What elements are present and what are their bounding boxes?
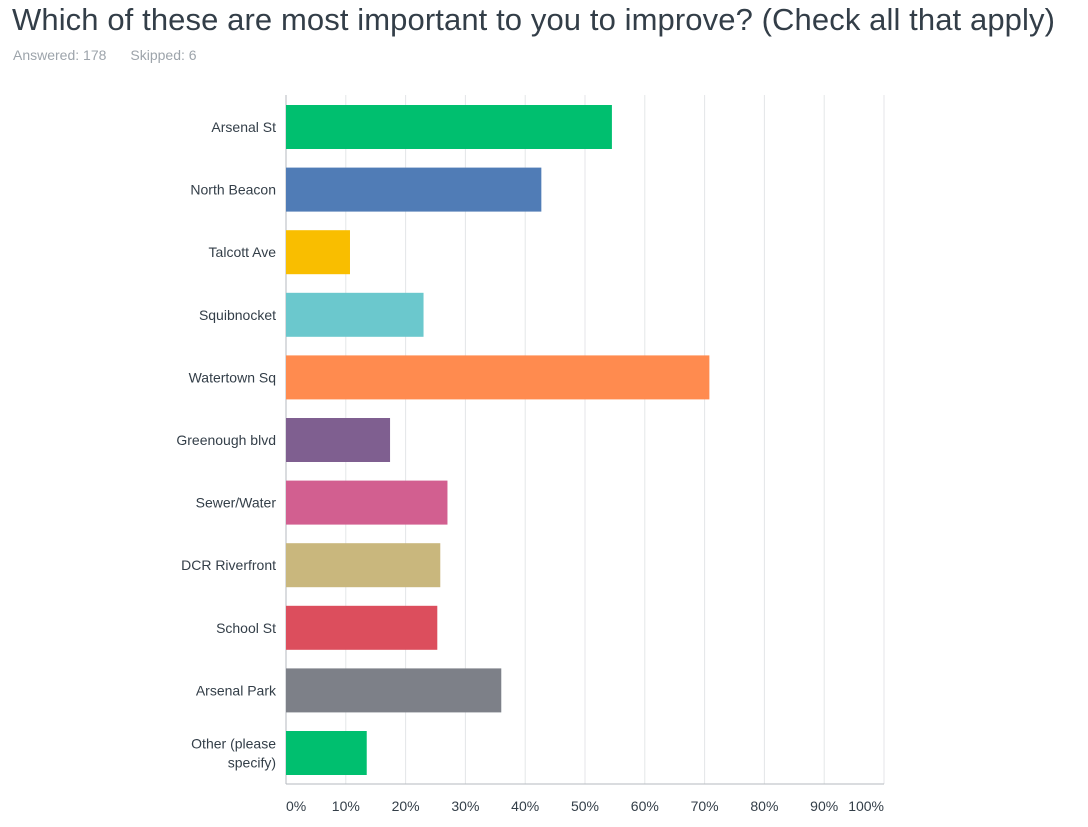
x-tick-label: 30% [451, 798, 479, 814]
x-tick-label: 80% [750, 798, 778, 814]
bar[interactable] [286, 731, 367, 775]
category-label: School St [216, 620, 276, 636]
category-label: Arsenal St [211, 119, 276, 135]
category-label: Sewer/Water [196, 495, 277, 511]
x-tick-label: 40% [511, 798, 539, 814]
bar[interactable] [286, 668, 502, 713]
bar[interactable] [286, 418, 391, 462]
category-label: Greenough blvd [176, 432, 276, 448]
x-tick-label: 20% [392, 798, 420, 814]
x-tick-label: 60% [631, 798, 659, 814]
x-tick-label: 0% [286, 798, 306, 814]
category-label: Watertown Sq [189, 369, 276, 385]
bar[interactable] [286, 355, 710, 400]
category-label: Arsenal Park [196, 682, 277, 698]
bar[interactable] [286, 543, 441, 588]
category-label: DCR Riverfront [181, 557, 276, 573]
x-tick-label: 90% [810, 798, 838, 814]
x-tick-label: 50% [571, 798, 599, 814]
category-label: Squibnocket [199, 307, 276, 323]
bar[interactable] [286, 105, 612, 149]
category-label: Talcott Ave [209, 244, 277, 260]
response-stats: Answered: 178 Skipped: 6 [13, 47, 197, 63]
bar[interactable] [286, 292, 424, 337]
bar[interactable] [286, 480, 448, 525]
x-tick-label: 70% [691, 798, 719, 814]
x-tick-label: 100% [848, 798, 884, 814]
category-label: Other (please specify) [191, 736, 276, 771]
x-tick-label: 10% [332, 798, 360, 814]
answered-count: Answered: 178 [13, 47, 107, 63]
bar[interactable] [286, 230, 350, 275]
bar[interactable] [286, 167, 542, 212]
question-title: Which of these are most important to you… [12, 2, 1056, 37]
bar[interactable] [286, 605, 438, 650]
skipped-count: Skipped: 6 [130, 47, 197, 63]
category-label: North Beacon [190, 182, 276, 198]
